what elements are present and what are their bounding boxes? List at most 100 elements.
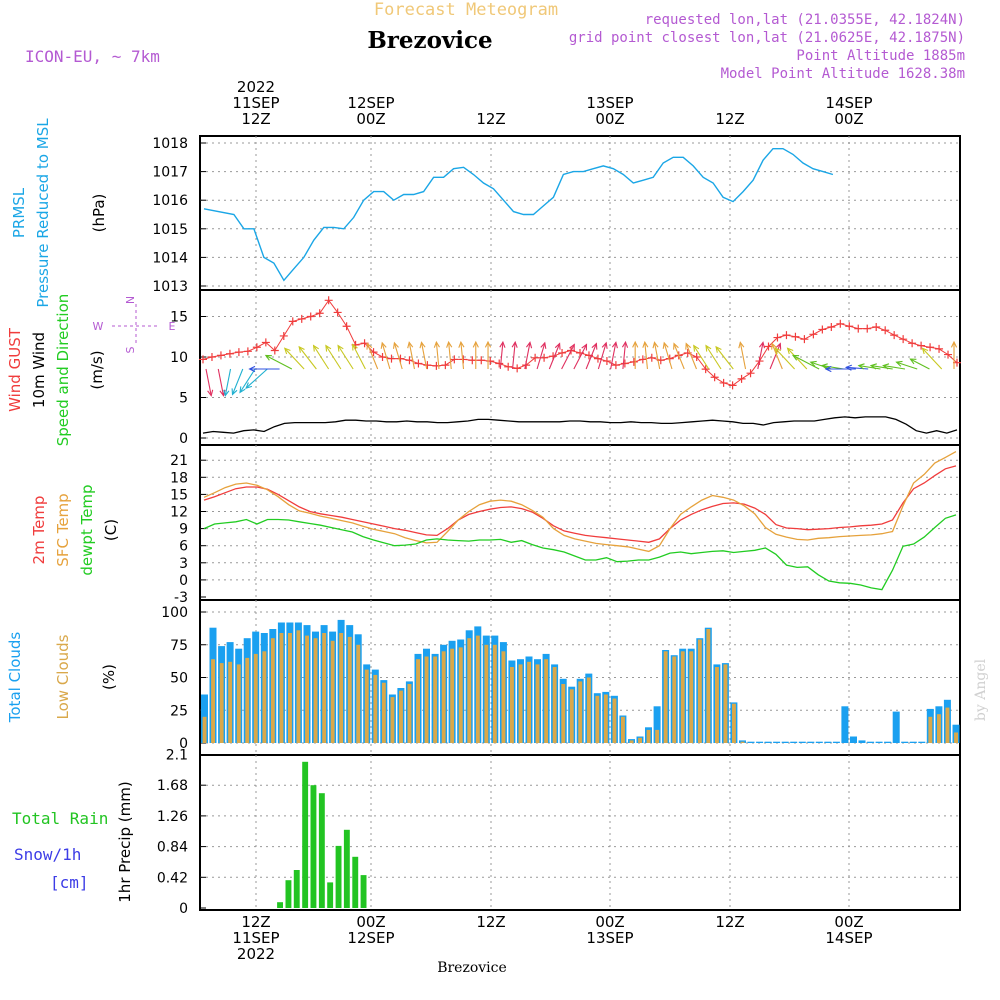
wind-direction-arrow — [561, 343, 575, 370]
arrow-head — [693, 344, 700, 352]
gust-point — [863, 324, 872, 333]
arrow-head — [554, 342, 561, 350]
low-cloud-bar — [595, 695, 600, 743]
precip-unit-label: 1hr Precip (mm) — [116, 781, 134, 902]
y-tick-label: 21 — [170, 453, 188, 469]
low-cloud-bar — [689, 651, 694, 743]
low-clouds-label: Low Clouds — [54, 634, 72, 719]
rain-label: Total Rain — [12, 809, 108, 828]
arrow-head — [581, 343, 588, 351]
arrow-head — [392, 341, 399, 349]
rain-bar — [343, 829, 350, 908]
arrow-head — [380, 341, 387, 349]
wind-direction-arrow — [771, 342, 783, 370]
arrow-head — [223, 389, 230, 397]
low-cloud-bar — [945, 707, 950, 743]
arrow-shaft — [739, 342, 747, 370]
gust-point — [270, 346, 279, 355]
speed-direction-label: Speed and Direction — [54, 294, 72, 447]
arrow-head — [895, 360, 903, 367]
arrow-shaft — [769, 343, 781, 370]
prmsl-label: PRMSL — [10, 187, 28, 238]
low-cloud-bar — [433, 656, 438, 743]
gridpoint-coords: grid point closest lon,lat (21.0625E, 42… — [569, 30, 965, 46]
low-cloud-bar — [586, 677, 591, 743]
bottom-time-label: 00Z — [834, 913, 863, 931]
wind-direction-arrow — [548, 342, 561, 370]
pressure-line — [203, 147, 834, 282]
arrow-shaft — [265, 355, 293, 370]
wind-direction-arrow — [769, 342, 782, 370]
arrow-head — [245, 382, 253, 389]
wind-direction-arrow — [337, 344, 354, 370]
gust-point — [396, 354, 405, 363]
low-cloud-bar — [740, 741, 745, 743]
total-cloud-bar — [858, 740, 866, 743]
wind-direction-arrow — [621, 340, 629, 370]
rain-bar — [318, 793, 325, 908]
y-tick-label: 1014 — [152, 250, 188, 266]
y-tick-label: 25 — [170, 703, 188, 719]
arrow-shaft — [883, 365, 906, 370]
compass-e: E — [169, 320, 176, 333]
low-cloud-bar — [322, 633, 327, 743]
low-cloud-bar — [544, 659, 549, 743]
requested-coords: requested lon,lat (21.0355E, 42.1824N) — [645, 12, 965, 28]
arrow-shaft — [217, 368, 225, 396]
arrow-head — [921, 347, 929, 355]
low-cloud-bar — [535, 664, 540, 743]
wind-direction-arrow — [366, 342, 379, 370]
low-cloud-bar — [356, 644, 361, 744]
arrow-head — [611, 341, 618, 349]
t2m-label: 2m Temp — [30, 496, 48, 565]
wind-direction-arrow — [610, 341, 618, 370]
arrow-shaft — [644, 342, 648, 370]
gust-point — [908, 339, 917, 348]
total-cloud-bar — [901, 741, 909, 743]
arrow-head — [786, 347, 794, 355]
low-cloud-bar — [228, 661, 233, 743]
wind-direction-arrow — [597, 341, 608, 370]
wind-direction-arrow — [585, 342, 598, 370]
wind-direction-arrow — [433, 340, 440, 370]
low-cloud-bar — [296, 630, 301, 743]
arrow-shaft — [792, 355, 820, 370]
arrow-head — [337, 344, 344, 352]
arrow-head — [771, 342, 777, 350]
model-altitude: Model Point Altitude 1628.38m — [721, 66, 965, 82]
arrow-shaft — [821, 365, 844, 370]
low-cloud-bar — [510, 667, 514, 743]
arrow-shaft — [597, 342, 607, 370]
y-tick-label: 1016 — [152, 193, 188, 209]
wind-direction-arrow — [446, 340, 453, 370]
arrow-head — [325, 344, 332, 352]
gust-point — [225, 349, 234, 358]
low-cloud-bar — [723, 664, 728, 743]
arrow-head — [591, 342, 598, 350]
rain-bar — [293, 870, 300, 908]
total-cloud-bar — [781, 741, 789, 743]
wind-direction-arrow — [205, 368, 214, 397]
y-tick-label: 0 — [179, 901, 188, 917]
arrow-shaft — [524, 342, 531, 370]
bottom-time-label: 12Z — [241, 913, 270, 931]
gust-point — [773, 333, 782, 342]
arrow-shaft — [673, 343, 685, 370]
wind-direction-arrow — [524, 341, 533, 370]
gust-point — [602, 357, 611, 366]
top-time-label: 00Z — [595, 110, 624, 128]
y-tick-label: 1.26 — [157, 809, 188, 825]
top-time-label: 12Z — [241, 110, 270, 128]
y-tick-label: -3 — [174, 590, 188, 606]
low-cloud-bar — [399, 690, 403, 743]
arrow-shaft — [512, 342, 516, 370]
arrow-shaft — [715, 346, 734, 370]
arrow-shaft — [757, 342, 764, 370]
arrow-shaft — [245, 368, 268, 389]
low-cloud-bar — [458, 647, 463, 743]
low-cloud-bar — [621, 716, 625, 743]
compass-rose: N S W E — [93, 296, 176, 354]
gust-point — [620, 359, 629, 368]
total-cloud-bar — [747, 741, 755, 743]
rain-bar — [360, 875, 367, 908]
